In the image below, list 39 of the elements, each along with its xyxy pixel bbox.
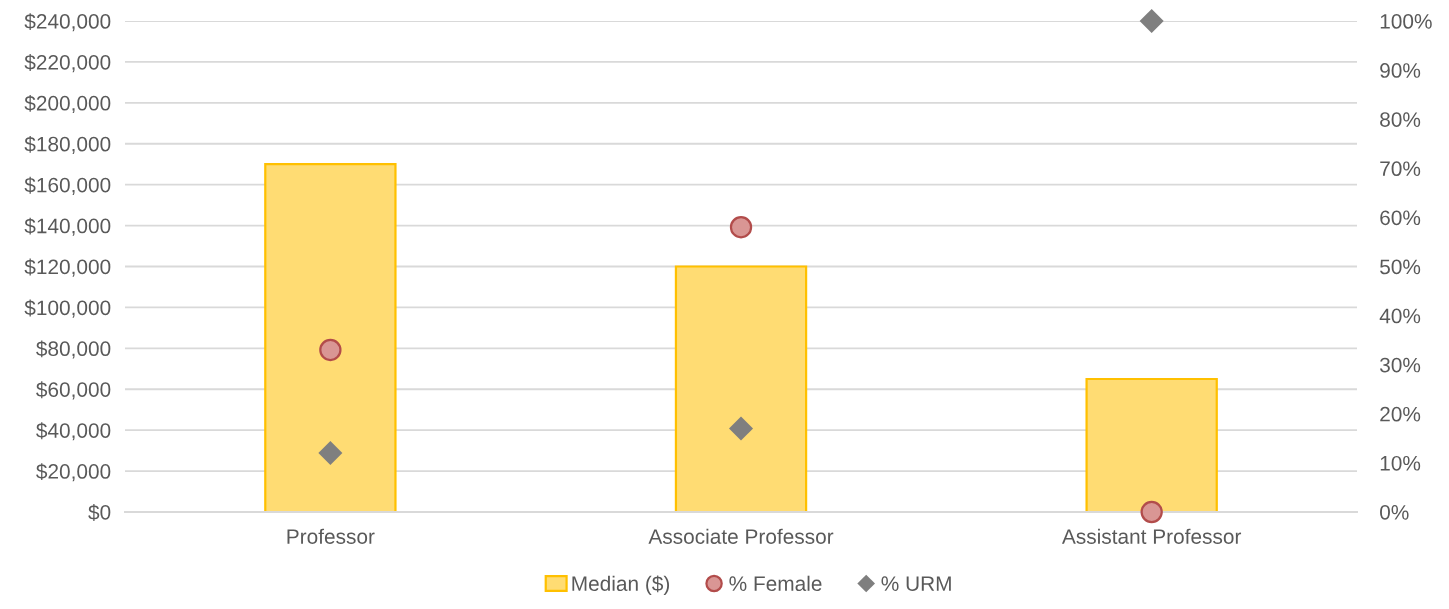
point (1140, 500, 1163, 524)
y-tick-label: $120,000 (24, 258, 111, 277)
bar (1085, 377, 1218, 512)
y2-tick-label: 90% (1380, 63, 1421, 78)
y-tick-label: $180,000 (24, 135, 111, 154)
y2-tick-label: 50% (1380, 259, 1421, 275)
legend-label: % Female (729, 575, 822, 591)
x-tick-label: Associate Professor (648, 528, 834, 544)
y2-tick-label: 30% (1380, 357, 1421, 373)
y2-tick-label: 20% (1380, 406, 1421, 422)
point (729, 216, 753, 239)
y-tick-label: $160,000 (24, 176, 111, 195)
y-tick-label: $220,000 (24, 54, 111, 73)
legend-label: Median ($) (572, 575, 670, 596)
y-tick-label: $80,000 (36, 340, 111, 359)
bar (674, 265, 808, 512)
y2-tick-label: 100% (1380, 14, 1432, 29)
point (1139, 8, 1164, 34)
y-tick-label: $140,000 (24, 217, 111, 236)
y-tick-label: $100,000 (24, 299, 111, 318)
y-tick-label: $40,000 (36, 422, 111, 441)
y-tick-label: $240,000 (24, 13, 111, 32)
y2-tick-label: 0% (1380, 504, 1409, 520)
point (319, 338, 342, 362)
y-tick-label: $200,000 (24, 94, 111, 114)
point (318, 441, 343, 466)
x-tick-label: Professor (287, 528, 375, 544)
y2-tick-label: 40% (1379, 308, 1421, 324)
y-tick-label: $60,000 (36, 381, 111, 400)
y-tick-label: $0 (88, 504, 111, 521)
bar (264, 163, 397, 512)
legend-label: % URM (881, 576, 951, 591)
x-tick-label: Assistant Professor (1061, 528, 1242, 544)
y2-tick-label: 60% (1380, 210, 1421, 226)
y2-tick-label: 80% (1380, 112, 1421, 127)
y2-tick-label: 10% (1380, 455, 1421, 471)
y2-tick-label: 70% (1380, 161, 1421, 177)
y-tick-label: $20,000 (36, 463, 111, 482)
point (728, 416, 754, 441)
